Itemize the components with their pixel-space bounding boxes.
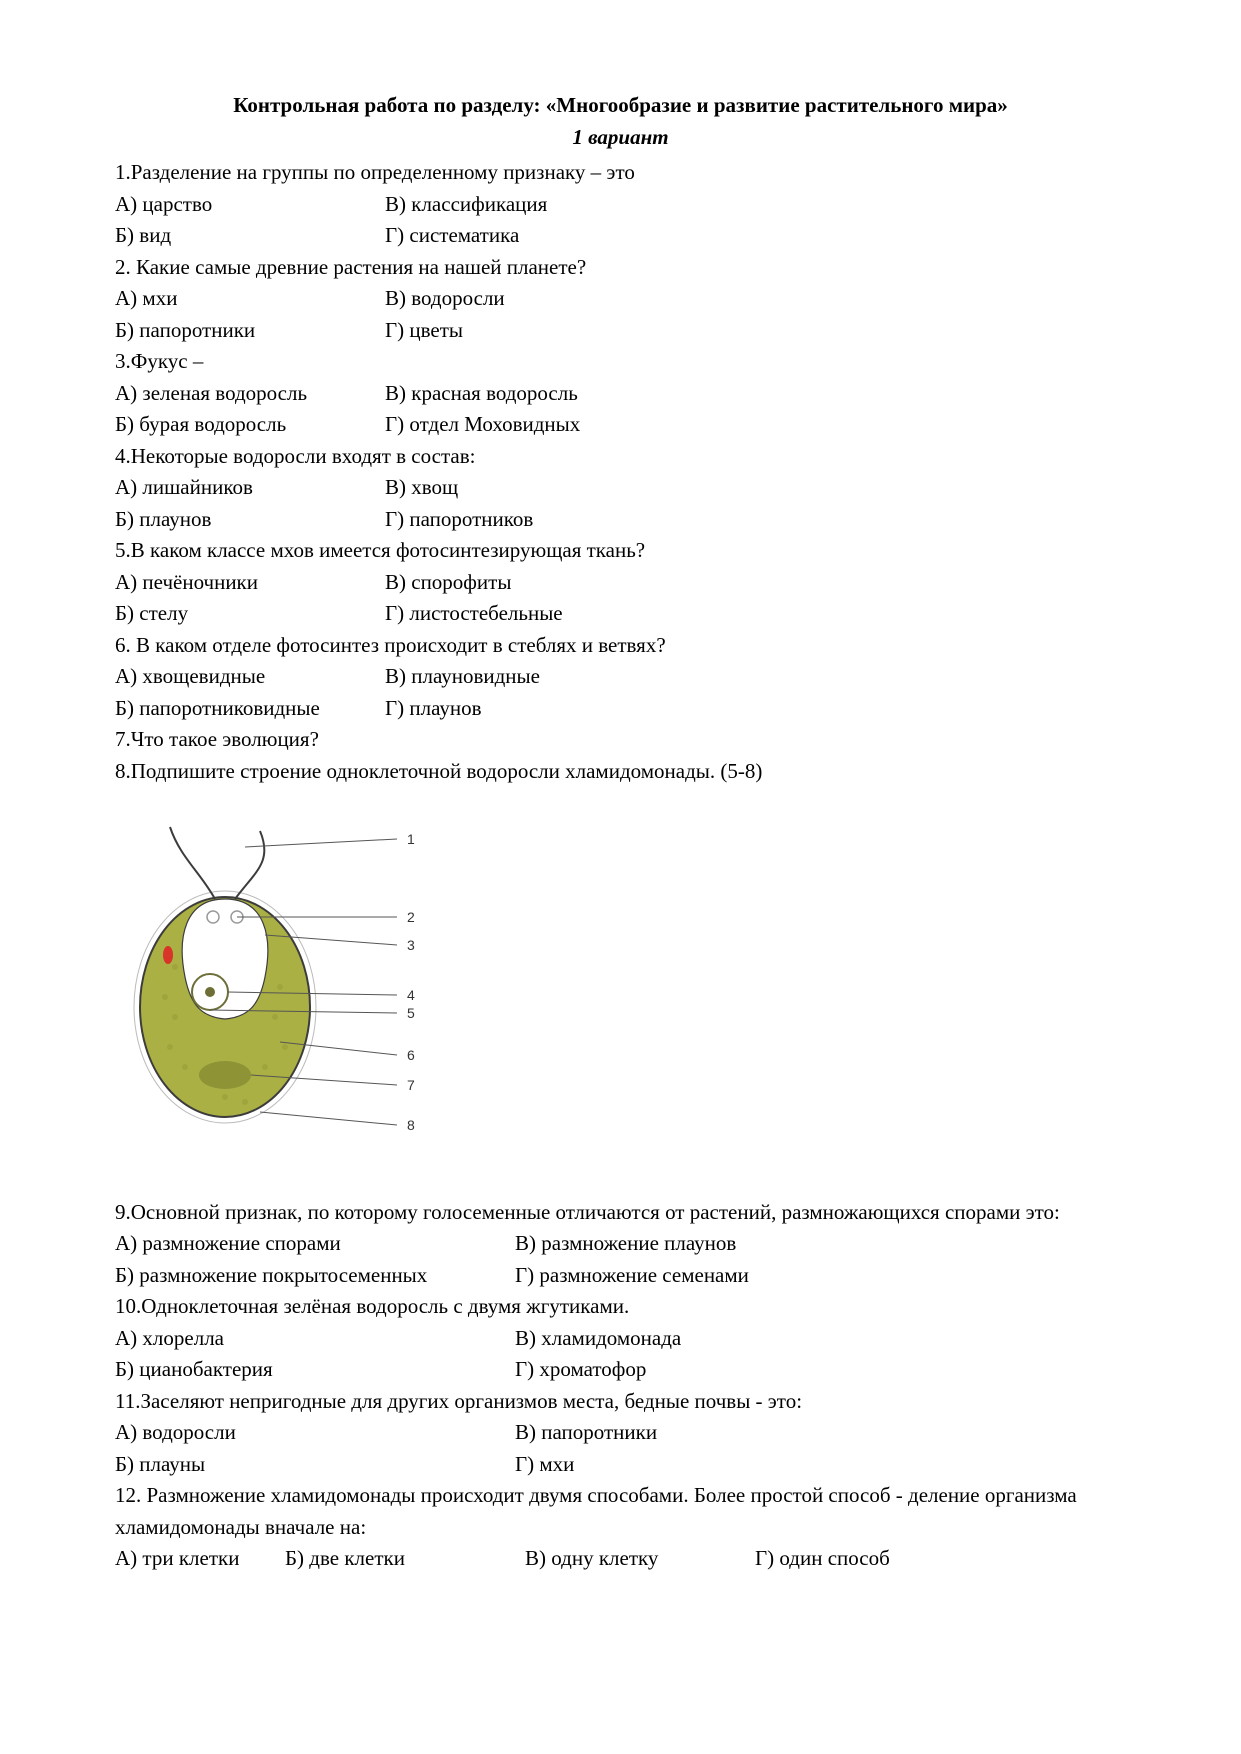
q10-option-v: В) хламидомонада — [515, 1323, 1126, 1355]
q6-option-a: А) хвощевидные — [115, 661, 385, 693]
q6-option-v: В) плауновидные — [385, 661, 1126, 693]
page-title: Контрольная работа по разделу: «Многообр… — [115, 90, 1126, 122]
q4-option-a: А) лишайников — [115, 472, 385, 504]
q3-option-a: А) зеленая водоросль — [115, 378, 385, 410]
q2-option-b: Б) папоротники — [115, 315, 385, 347]
q12-option-v: В) одну клетку — [525, 1543, 755, 1575]
svg-text:5: 5 — [407, 1005, 415, 1021]
q10-text: 10.Одноклеточная зелёная водоросль с дву… — [115, 1291, 1126, 1323]
svg-text:3: 3 — [407, 937, 415, 953]
q9-text: 9.Основной признак, по которому голосеме… — [115, 1197, 1126, 1229]
q2-option-a: А) мхи — [115, 283, 385, 315]
svg-text:4: 4 — [407, 987, 415, 1003]
q10-option-b: Б) цианобактерия — [115, 1354, 515, 1386]
q4-text: 4.Некоторые водоросли входят в состав: — [115, 441, 1126, 473]
q2-text: 2. Какие самые древние растения на нашей… — [115, 252, 1126, 284]
q6-option-b: Б) папоротниковидные — [115, 693, 385, 725]
q4-option-b: Б) плаунов — [115, 504, 385, 536]
q1-option-a: А) царство — [115, 189, 385, 221]
q3-option-v: В) красная водоросль — [385, 378, 1126, 410]
q6-option-g: Г) плаунов — [385, 693, 1126, 725]
svg-text:8: 8 — [407, 1117, 415, 1133]
q11-text: 11.Заселяют непригодные для других орган… — [115, 1386, 1126, 1418]
q11-option-g: Г) мхи — [515, 1449, 1126, 1481]
svg-text:6: 6 — [407, 1047, 415, 1063]
q2-option-v: В) водоросли — [385, 283, 1126, 315]
q9-option-v: В) размножение плаунов — [515, 1228, 1126, 1260]
q12-text: 12. Размножение хламидомонады происходит… — [115, 1480, 1126, 1543]
q11-option-v: В) папоротники — [515, 1417, 1126, 1449]
q12-option-b: Б) две клетки — [285, 1543, 525, 1575]
q4-option-g: Г) папоротников — [385, 504, 1126, 536]
svg-text:7: 7 — [407, 1077, 415, 1093]
q5-option-v: В) спорофиты — [385, 567, 1126, 599]
q6-text: 6. В каком отделе фотосинтез происходит … — [115, 630, 1126, 662]
q2-option-g: Г) цветы — [385, 315, 1126, 347]
q1-text: 1.Разделение на группы по определенному … — [115, 157, 1126, 189]
q3-option-b: Б) бурая водоросль — [115, 409, 385, 441]
q12-option-a: А) три клетки — [115, 1543, 285, 1575]
q5-option-a: А) печёночники — [115, 567, 385, 599]
q3-text: 3.Фукус – — [115, 346, 1126, 378]
q1-option-g: Г) систематика — [385, 220, 1126, 252]
q12-option-g: Г) один способ — [755, 1543, 1126, 1575]
q4-option-v: В) хвощ — [385, 472, 1126, 504]
page-subtitle: 1 вариант — [115, 122, 1126, 154]
q1-option-b: Б) вид — [115, 220, 385, 252]
q1-option-v: В) классификация — [385, 189, 1126, 221]
q9-option-g: Г) размножение семенами — [515, 1260, 1126, 1292]
q9-option-a: А) размножение спорами — [115, 1228, 515, 1260]
q7-text: 7.Что такое эволюция? — [115, 724, 1126, 756]
svg-text:1: 1 — [407, 831, 415, 847]
q5-option-b: Б) стелу — [115, 598, 385, 630]
q5-option-g: Г) листостебельные — [385, 598, 1126, 630]
q3-option-g: Г) отдел Моховидных — [385, 409, 1126, 441]
chlamydomonas-diagram: 1 2 3 4 5 6 7 8 — [115, 817, 1126, 1167]
q5-text: 5.В каком классе мхов имеется фотосинтез… — [115, 535, 1126, 567]
chlamydomonas-svg: 1 2 3 4 5 6 7 8 — [115, 817, 455, 1157]
q11-option-a: А) водоросли — [115, 1417, 515, 1449]
q10-option-g: Г) хроматофор — [515, 1354, 1126, 1386]
svg-text:2: 2 — [407, 909, 415, 925]
q9-option-b: Б) размножение покрытосеменных — [115, 1260, 515, 1292]
q11-option-b: Б) плауны — [115, 1449, 515, 1481]
page: Контрольная работа по разделу: «Многообр… — [0, 0, 1241, 1754]
q8-text: 8.Подпишите строение одноклеточной водор… — [115, 756, 1126, 788]
q10-option-a: А) хлорелла — [115, 1323, 515, 1355]
